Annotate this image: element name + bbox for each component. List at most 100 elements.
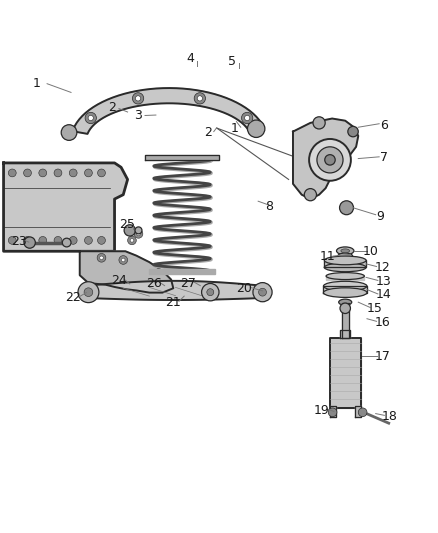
Text: 12: 12 <box>374 261 390 274</box>
Circle shape <box>8 169 16 177</box>
Circle shape <box>69 169 77 177</box>
Circle shape <box>119 256 127 264</box>
Circle shape <box>39 237 47 244</box>
Text: 21: 21 <box>166 296 181 309</box>
Text: 16: 16 <box>375 316 391 329</box>
Text: 24: 24 <box>111 274 127 287</box>
Circle shape <box>98 169 106 177</box>
Text: 3: 3 <box>134 109 142 122</box>
Circle shape <box>69 237 77 244</box>
Text: 20: 20 <box>236 282 252 295</box>
Circle shape <box>85 169 92 177</box>
Polygon shape <box>145 155 219 160</box>
Circle shape <box>85 237 92 244</box>
Text: 2: 2 <box>204 126 212 139</box>
Polygon shape <box>293 118 358 199</box>
Circle shape <box>121 258 125 262</box>
Text: 25: 25 <box>119 218 134 231</box>
Circle shape <box>88 115 93 120</box>
Circle shape <box>54 237 62 244</box>
Polygon shape <box>326 276 364 279</box>
Polygon shape <box>73 88 264 134</box>
Circle shape <box>325 155 335 165</box>
Circle shape <box>348 126 358 137</box>
Circle shape <box>98 237 106 244</box>
Circle shape <box>127 236 136 245</box>
Circle shape <box>328 408 337 417</box>
Circle shape <box>84 288 93 296</box>
Text: 6: 6 <box>381 118 389 132</box>
Polygon shape <box>340 330 350 338</box>
Circle shape <box>340 303 350 313</box>
Circle shape <box>304 189 317 201</box>
Circle shape <box>62 238 71 247</box>
Circle shape <box>54 169 62 177</box>
Circle shape <box>78 282 99 303</box>
Circle shape <box>100 256 103 260</box>
Polygon shape <box>4 163 127 251</box>
Circle shape <box>24 237 32 244</box>
Text: 4: 4 <box>187 52 194 65</box>
Circle shape <box>358 408 367 417</box>
Polygon shape <box>323 286 367 293</box>
Text: 13: 13 <box>376 275 392 288</box>
Ellipse shape <box>336 247 354 255</box>
Text: 1: 1 <box>32 77 40 90</box>
Circle shape <box>207 289 214 296</box>
Circle shape <box>253 282 272 302</box>
Circle shape <box>313 117 325 129</box>
Ellipse shape <box>326 272 364 279</box>
Circle shape <box>39 169 47 177</box>
Polygon shape <box>329 406 336 417</box>
Text: 23: 23 <box>11 235 27 248</box>
Text: 26: 26 <box>146 277 162 289</box>
Circle shape <box>130 239 134 242</box>
Polygon shape <box>329 338 361 408</box>
Text: 11: 11 <box>320 249 336 263</box>
Text: 22: 22 <box>65 292 81 304</box>
Ellipse shape <box>323 288 367 297</box>
Text: 15: 15 <box>367 302 383 315</box>
Text: 27: 27 <box>180 277 197 289</box>
Circle shape <box>132 93 144 104</box>
Circle shape <box>61 125 77 140</box>
Polygon shape <box>149 269 215 274</box>
Text: 2: 2 <box>109 101 117 114</box>
Polygon shape <box>82 281 267 300</box>
Ellipse shape <box>324 256 366 265</box>
Circle shape <box>85 112 96 124</box>
Text: 17: 17 <box>375 350 391 363</box>
Ellipse shape <box>323 281 367 291</box>
Text: 9: 9 <box>376 209 384 222</box>
Text: 7: 7 <box>380 151 389 164</box>
Polygon shape <box>324 261 366 268</box>
Circle shape <box>124 225 135 236</box>
Polygon shape <box>355 406 361 417</box>
Circle shape <box>339 201 353 215</box>
Circle shape <box>194 93 205 104</box>
Polygon shape <box>342 303 349 338</box>
Text: 1: 1 <box>230 122 238 135</box>
Circle shape <box>135 227 142 234</box>
Text: 19: 19 <box>314 403 329 417</box>
Circle shape <box>137 232 140 236</box>
Circle shape <box>247 120 265 138</box>
Circle shape <box>244 115 250 120</box>
Circle shape <box>309 139 351 181</box>
Circle shape <box>24 169 32 177</box>
Circle shape <box>317 147 343 173</box>
Circle shape <box>258 288 266 296</box>
Text: 8: 8 <box>265 200 273 213</box>
Ellipse shape <box>341 249 350 253</box>
Circle shape <box>241 112 253 124</box>
Circle shape <box>135 96 141 101</box>
Ellipse shape <box>339 299 352 305</box>
Polygon shape <box>80 251 173 293</box>
Circle shape <box>197 96 202 101</box>
Circle shape <box>134 230 143 238</box>
Circle shape <box>24 237 35 248</box>
Text: 10: 10 <box>363 245 378 258</box>
Ellipse shape <box>324 263 366 272</box>
Circle shape <box>97 254 106 262</box>
Text: 5: 5 <box>228 55 236 68</box>
